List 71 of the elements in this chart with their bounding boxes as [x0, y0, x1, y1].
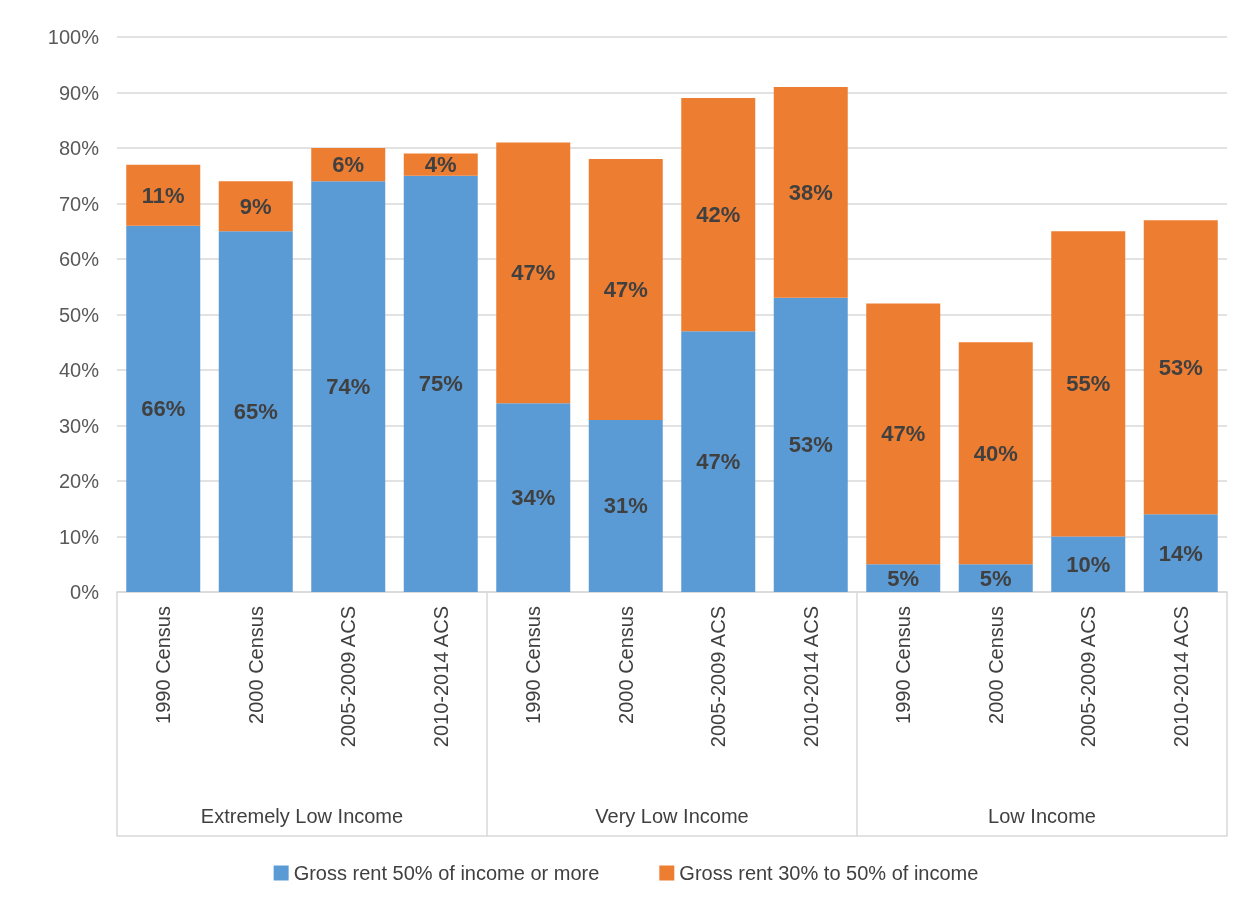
bar — [773, 86, 848, 298]
bar — [1051, 231, 1126, 537]
bar — [496, 403, 571, 592]
y-tick-label: 20% — [58, 470, 100, 492]
bar — [588, 419, 663, 592]
bar — [1143, 514, 1218, 592]
x-tick-label: 2005-2009 ACS — [1077, 606, 1100, 748]
x-tick-label: 2010-2014 ACS — [799, 606, 822, 748]
x-tick-label: 1990 Census — [522, 606, 545, 724]
y-tick-label: 60% — [58, 248, 100, 270]
y-tick-label: 30% — [58, 414, 100, 437]
data-label: 9% — [239, 193, 272, 219]
data-label: 34% — [511, 485, 556, 511]
y-tick-label: 50% — [58, 303, 100, 326]
data-label: 42% — [696, 202, 741, 228]
data-label: 47% — [881, 421, 926, 447]
text: Very Low Income — [595, 805, 749, 827]
data-label: 40% — [973, 440, 1018, 466]
data-label: 53% — [1158, 354, 1203, 380]
legend-label: Gross rent 30% to 50% of income — [679, 862, 979, 884]
bar — [681, 331, 756, 592]
bar — [218, 181, 293, 232]
x-tick-label: 1990 Census — [892, 606, 915, 724]
bar — [496, 142, 571, 404]
bar — [311, 181, 386, 592]
x-tick-label: 2005-2009 ACS — [337, 606, 360, 748]
y-tick-label: 40% — [58, 359, 100, 381]
data-label: 47% — [603, 277, 648, 303]
y-tick-label: 0% — [70, 581, 100, 603]
y-tick-label: 70% — [58, 192, 100, 215]
x-tick-label: 2000 Census — [984, 606, 1007, 724]
data-label: 53% — [788, 432, 833, 458]
bar — [866, 303, 941, 565]
data-label: 75% — [418, 371, 463, 397]
x-tick-label: 2010-2014 ACS — [1169, 606, 1192, 748]
legend-label: Gross rent 50% of income or more — [293, 862, 600, 884]
data-label: 47% — [511, 260, 556, 286]
data-label: 38% — [788, 179, 833, 205]
bar — [588, 159, 663, 420]
y-tick-label: 90% — [58, 81, 100, 104]
data-label: 6% — [332, 152, 365, 178]
data-label: 5% — [887, 565, 920, 591]
y-tick-label: 100% — [47, 26, 100, 48]
data-label: 74% — [326, 374, 371, 400]
x-tick-label: 2005-2009 ACS — [707, 606, 730, 748]
x-tick-label: 2010-2014 ACS — [429, 606, 452, 748]
data-label: 4% — [424, 152, 457, 178]
data-label: 55% — [1066, 371, 1111, 397]
y-tick-label: 10% — [58, 525, 100, 548]
x-tick-label: 2000 Census — [614, 606, 637, 724]
data-label: 14% — [1158, 540, 1203, 566]
data-label: 66% — [141, 396, 186, 422]
data-label: 5% — [979, 565, 1012, 591]
bar — [126, 164, 201, 226]
bar — [773, 297, 848, 592]
bar — [958, 342, 1033, 565]
data-label: 47% — [696, 449, 741, 475]
data-label: 31% — [603, 493, 648, 519]
data-label: 65% — [233, 399, 278, 425]
data-label: 10% — [1066, 551, 1111, 577]
text: Extremely Low Income — [200, 805, 404, 827]
x-tick-label: 2000 Census — [244, 606, 267, 724]
bar — [403, 175, 478, 592]
text: Low Income — [988, 805, 1096, 827]
bar — [681, 98, 756, 332]
y-tick-label: 80% — [58, 137, 100, 159]
x-tick-label: 1990 Census — [152, 606, 175, 724]
bar — [126, 225, 201, 592]
data-label: 11% — [141, 182, 185, 208]
bar — [1143, 220, 1218, 515]
bar — [218, 231, 293, 592]
